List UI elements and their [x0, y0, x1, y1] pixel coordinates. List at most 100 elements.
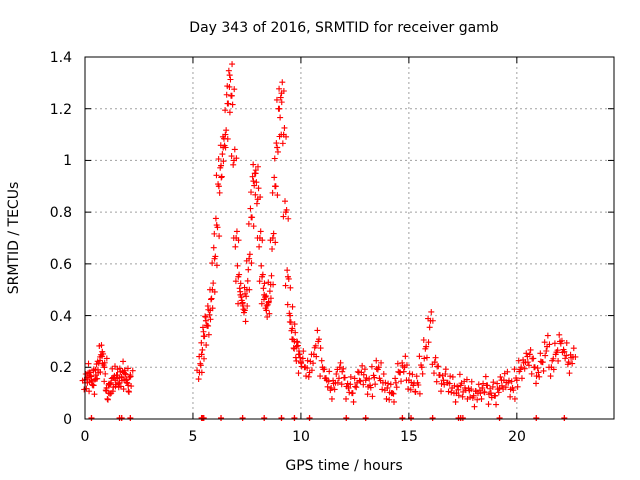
data-point-jitter [124, 365, 131, 372]
data-point-jitter [200, 328, 207, 335]
data-point-jitter [418, 362, 425, 369]
data-point-jitter [347, 381, 354, 388]
data-point-jitter [351, 375, 358, 382]
data-point-jitter [313, 353, 320, 360]
data-point-jitter [231, 146, 238, 153]
data-point-jitter [382, 379, 389, 386]
data-points [79, 61, 579, 410]
data-point-jitter [328, 395, 335, 402]
data-point-jitter [407, 386, 414, 393]
data-point-jitter [391, 398, 398, 405]
data-point-jitter [481, 388, 488, 395]
data-point-jitter [344, 380, 351, 387]
data-point-jitter [296, 351, 303, 358]
data-point-jitter [293, 338, 300, 345]
data-point-jitter [214, 224, 221, 231]
data-point-jitter [283, 206, 290, 213]
data-point-jitter [367, 384, 374, 391]
data-point-jitter [558, 337, 565, 344]
data-point-jitter [386, 396, 393, 403]
data-point-jitter [438, 388, 445, 395]
data-point-jitter [415, 382, 422, 388]
data-point-jitter [201, 333, 208, 340]
data-point-jitter [438, 380, 445, 387]
data-point-jitter [109, 388, 116, 395]
data-point-jitter [478, 395, 485, 402]
data-point-jitter [257, 194, 264, 201]
data-point-jitter [325, 378, 332, 385]
data-point [230, 228, 242, 250]
data-point-jitter [116, 365, 123, 372]
data-point-jitter [245, 266, 252, 273]
data-point-jitter [533, 373, 540, 380]
data-point-jitter [542, 352, 549, 359]
data-point-jitter [331, 386, 338, 393]
data-point [515, 357, 527, 382]
data-point-jitter [556, 331, 563, 338]
data-point-jitter [123, 379, 130, 386]
data-point-jitter [334, 366, 341, 373]
axis-ticks [84, 56, 614, 420]
data-point-jitter [216, 189, 223, 196]
data-point-jitter [225, 100, 232, 107]
bottom-marker [429, 415, 436, 421]
data-point-jitter [321, 366, 328, 373]
data-point-jitter [452, 398, 459, 405]
data-point-jitter [244, 303, 251, 309]
data-point-jitter [209, 260, 216, 267]
data-point-jitter [121, 367, 128, 374]
data-point-jitter [264, 314, 271, 320]
data-point-jitter [299, 355, 306, 362]
data-point-jitter [368, 363, 375, 370]
data-point-jitter [206, 311, 213, 318]
data-point-jitter [392, 375, 399, 382]
data-point-jitter [276, 85, 283, 92]
data-point-jitter [212, 215, 219, 222]
data-point-jitter [113, 372, 120, 379]
data-point-jitter [265, 279, 272, 286]
data-point-jitter [426, 324, 433, 331]
data-point-jitter [563, 352, 570, 359]
data-point-jitter [215, 156, 222, 162]
data-point-jitter [475, 381, 482, 388]
bottom-marker [127, 415, 134, 421]
data-point-jitter [94, 375, 101, 382]
data-point [533, 358, 544, 387]
data-point-jitter [530, 355, 537, 362]
data-point [507, 378, 518, 402]
data-point-jitter [279, 140, 286, 147]
data-point-jitter [205, 331, 212, 338]
x-tick-label-5: 5 [189, 429, 198, 445]
data-point-jitter [256, 243, 263, 250]
data-point [308, 344, 320, 367]
data-point-jitter [275, 105, 282, 112]
data-point-jitter [447, 373, 454, 380]
data-point [228, 146, 240, 168]
data-point [282, 267, 294, 291]
data-point [213, 172, 225, 196]
data-point-jitter [102, 387, 109, 394]
data-point-jitter [387, 381, 394, 388]
data-point-jitter [232, 278, 239, 285]
data-point [250, 161, 261, 186]
data-point-jitter [373, 357, 380, 364]
data-point-jitter [101, 378, 108, 385]
data-point-jitter [341, 374, 348, 381]
data-point-jitter [557, 340, 564, 347]
data-point-jitter [286, 318, 293, 325]
data-point-jitter [274, 192, 281, 199]
data-point [550, 340, 562, 364]
data-point-jitter [263, 293, 270, 300]
data-point-jitter [510, 387, 517, 394]
data-point-jitter [456, 371, 463, 378]
data-point-jitter [287, 284, 294, 291]
data-point-jitter [451, 382, 458, 389]
data-point [196, 346, 207, 369]
data-point-jitter [235, 237, 242, 244]
data-point-jitter [489, 383, 496, 390]
data-point-jitter [413, 373, 420, 380]
data-point-jitter [459, 393, 466, 400]
data-point-jitter [356, 377, 363, 384]
data-point-jitter [215, 181, 222, 188]
data-point-jitter [534, 365, 541, 372]
